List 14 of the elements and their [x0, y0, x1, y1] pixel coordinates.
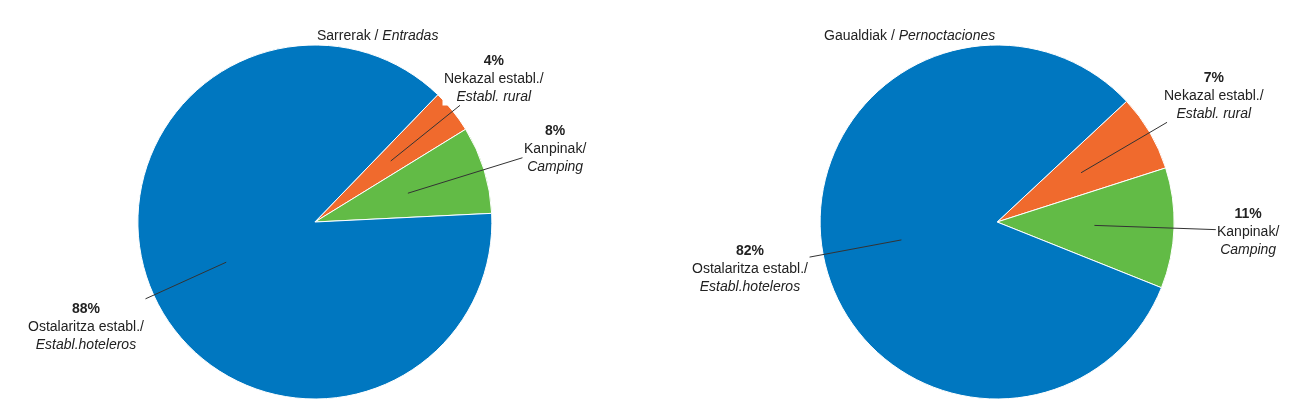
- data-label: 82%: [735, 242, 765, 258]
- chart-title: Gaualdiak / Pernoctaciones: [824, 27, 996, 43]
- data-label: 8%: [545, 122, 566, 138]
- slice-label: Nekazal establ./Establ. rural: [1164, 87, 1264, 122]
- chart-title: Sarrerak / Entradas: [317, 27, 439, 43]
- slice-label: Ostalaritza establ./Establ.hoteleros: [28, 318, 145, 353]
- data-label: 88%: [71, 300, 101, 316]
- data-label: 4%: [483, 52, 505, 68]
- slice-label: Kanpinak/Camping: [524, 140, 587, 175]
- data-label: 11%: [1234, 205, 1263, 221]
- data-label: 7%: [1203, 69, 1225, 85]
- slice-label: Ostalaritza establ./Establ.hoteleros: [692, 260, 809, 295]
- slice-label: Nekazal establ./Establ. rural: [444, 70, 544, 105]
- slice-label: Kanpinak/Camping: [1217, 223, 1280, 258]
